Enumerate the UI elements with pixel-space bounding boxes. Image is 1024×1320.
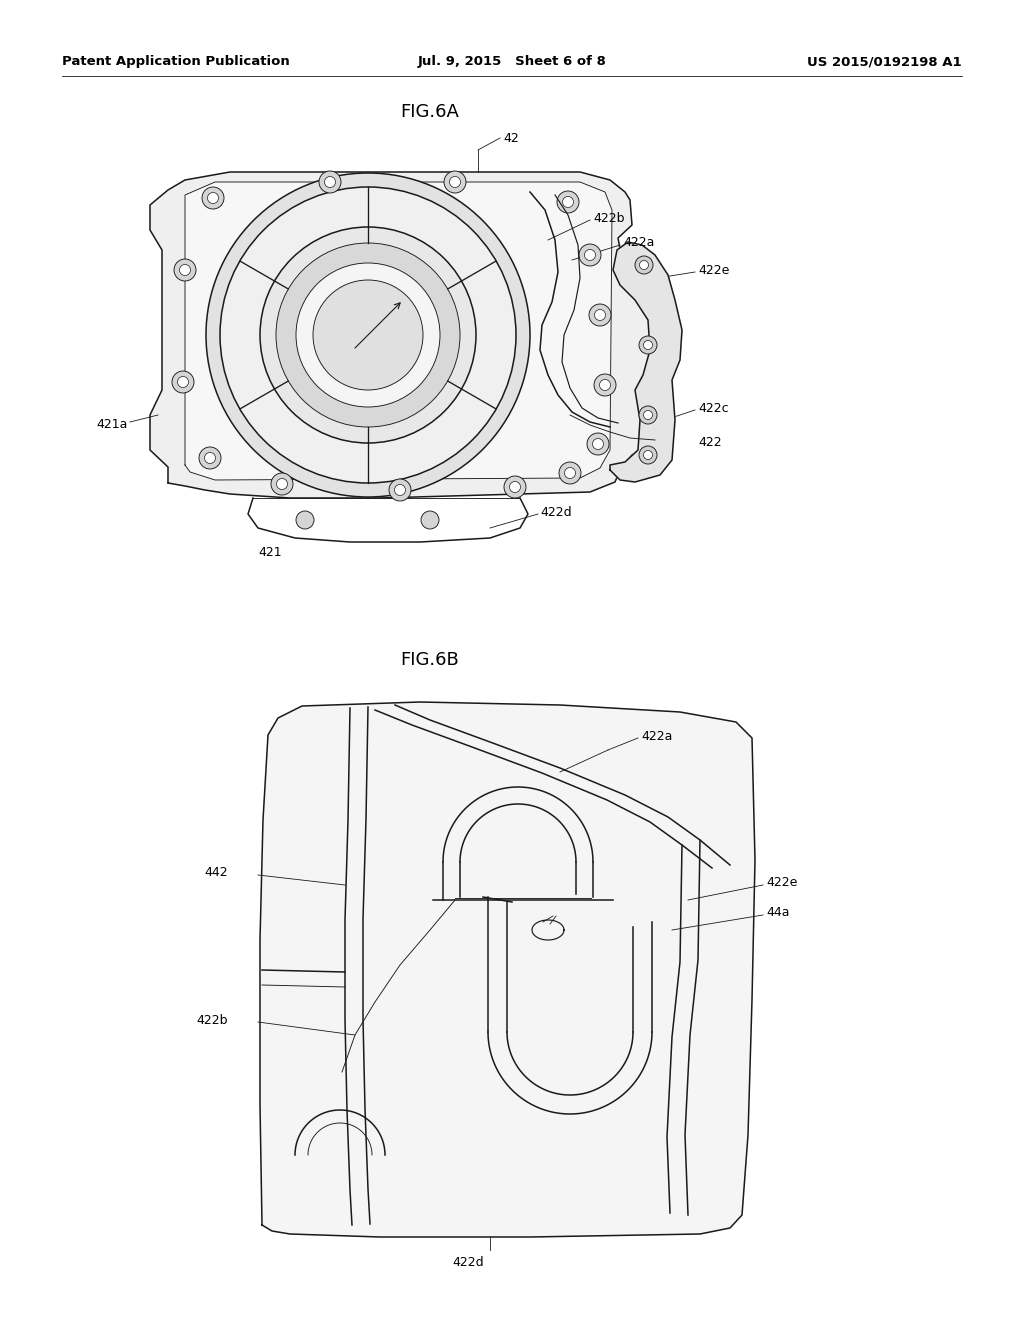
Circle shape [208, 193, 218, 203]
Circle shape [579, 244, 601, 267]
Circle shape [504, 477, 526, 498]
Text: 422e: 422e [698, 264, 729, 276]
Circle shape [562, 197, 573, 207]
Text: Patent Application Publication: Patent Application Publication [62, 55, 290, 69]
Circle shape [276, 479, 288, 490]
Circle shape [589, 304, 611, 326]
Circle shape [450, 177, 461, 187]
Text: Jul. 9, 2015   Sheet 6 of 8: Jul. 9, 2015 Sheet 6 of 8 [418, 55, 606, 69]
Text: 422b: 422b [197, 1014, 228, 1027]
Text: 421a: 421a [96, 417, 128, 430]
Circle shape [206, 173, 530, 498]
Circle shape [639, 337, 657, 354]
Circle shape [564, 467, 575, 479]
Text: 422e: 422e [766, 876, 798, 890]
Circle shape [643, 450, 652, 459]
Polygon shape [150, 172, 672, 498]
Text: 421: 421 [258, 545, 282, 558]
Circle shape [313, 280, 423, 389]
Circle shape [319, 172, 341, 193]
Text: 44a: 44a [766, 907, 790, 920]
Text: 442: 442 [205, 866, 228, 879]
Circle shape [595, 309, 605, 321]
Circle shape [389, 479, 411, 502]
Circle shape [643, 341, 652, 350]
Circle shape [260, 227, 476, 444]
Circle shape [639, 446, 657, 465]
Circle shape [640, 260, 648, 269]
Circle shape [599, 380, 610, 391]
Circle shape [585, 249, 596, 260]
Polygon shape [260, 702, 755, 1237]
Circle shape [199, 447, 221, 469]
Text: 422d: 422d [540, 506, 571, 519]
Text: 422c: 422c [698, 401, 729, 414]
Circle shape [593, 438, 603, 450]
Circle shape [559, 462, 581, 484]
Polygon shape [185, 182, 612, 480]
Circle shape [444, 172, 466, 193]
Text: FIG.6A: FIG.6A [400, 103, 460, 121]
Circle shape [172, 371, 194, 393]
Circle shape [179, 264, 190, 276]
Text: US 2015/0192198 A1: US 2015/0192198 A1 [807, 55, 962, 69]
Text: 422a: 422a [623, 236, 654, 249]
Text: 422b: 422b [593, 211, 625, 224]
Polygon shape [610, 242, 682, 482]
Circle shape [594, 374, 616, 396]
Circle shape [639, 407, 657, 424]
Text: FIG.6B: FIG.6B [400, 651, 460, 669]
Text: 42: 42 [503, 132, 519, 144]
Text: 422d: 422d [453, 1257, 483, 1270]
Circle shape [325, 177, 336, 187]
Circle shape [296, 263, 440, 407]
Circle shape [643, 411, 652, 420]
Circle shape [271, 473, 293, 495]
Circle shape [205, 453, 215, 463]
Circle shape [421, 511, 439, 529]
Circle shape [635, 256, 653, 275]
Circle shape [557, 191, 579, 213]
Circle shape [510, 482, 520, 492]
Circle shape [587, 433, 609, 455]
Circle shape [394, 484, 406, 495]
Circle shape [174, 259, 196, 281]
Circle shape [296, 511, 314, 529]
Text: 422a: 422a [641, 730, 673, 742]
Circle shape [177, 376, 188, 388]
Circle shape [202, 187, 224, 209]
Circle shape [276, 243, 460, 426]
Text: 422: 422 [698, 436, 722, 449]
Circle shape [220, 187, 516, 483]
